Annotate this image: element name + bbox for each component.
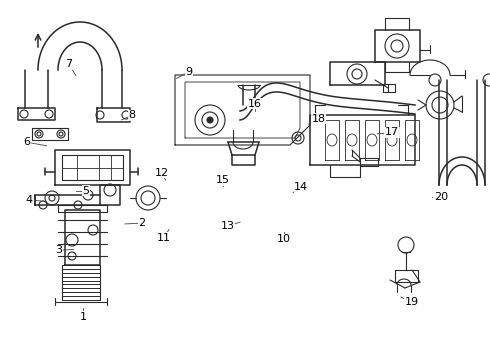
Text: 13: 13 [221,221,235,231]
Text: 7: 7 [65,59,72,69]
Text: 6: 6 [24,137,30,147]
Text: 14: 14 [294,182,308,192]
Text: 19: 19 [405,297,418,307]
Text: 11: 11 [157,233,171,243]
Text: 8: 8 [129,110,136,120]
Text: 15: 15 [216,175,230,185]
Text: 1: 1 [80,312,87,322]
Text: 17: 17 [385,127,399,138]
Text: 5: 5 [82,186,89,196]
Text: 12: 12 [155,168,169,178]
Text: 9: 9 [185,67,192,77]
Text: 16: 16 [248,99,262,109]
Text: 20: 20 [434,192,448,202]
Circle shape [207,117,213,123]
Text: 18: 18 [312,114,325,124]
Text: 2: 2 [139,218,146,228]
Text: 4: 4 [26,195,33,205]
Text: 10: 10 [277,234,291,244]
Text: 3: 3 [55,245,62,255]
